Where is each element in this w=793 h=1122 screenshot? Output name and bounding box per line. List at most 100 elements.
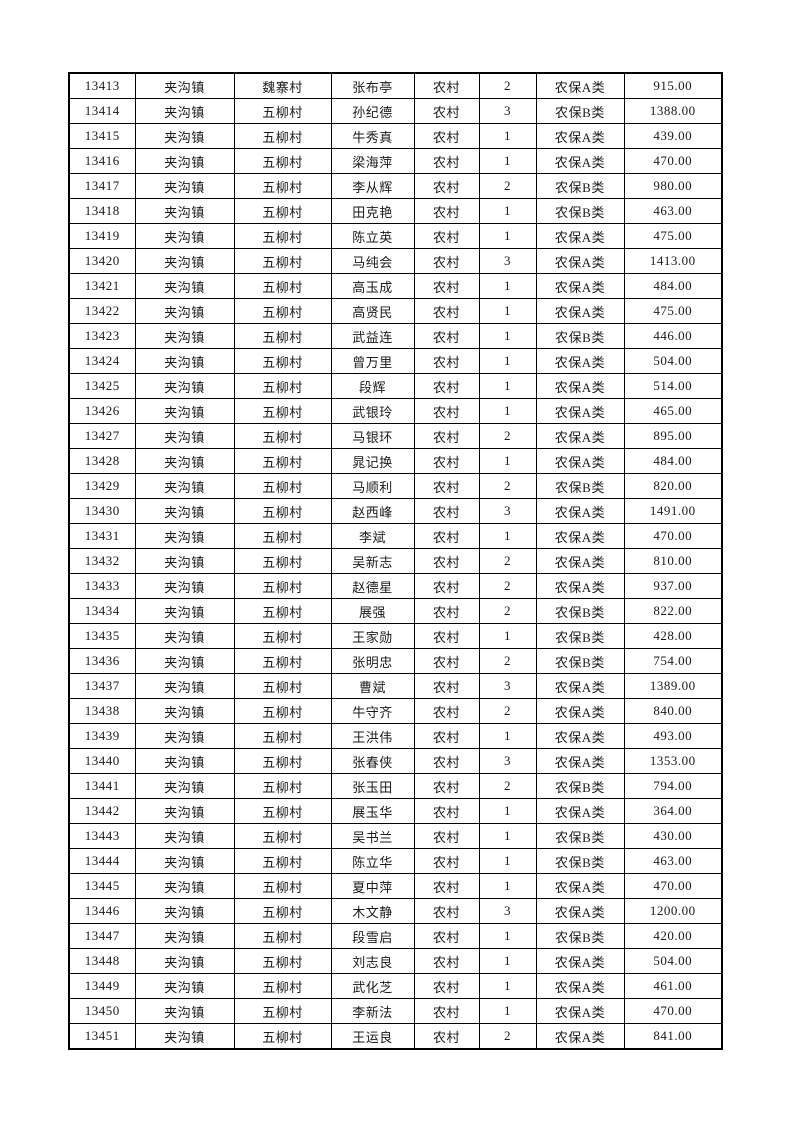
cell-person-name: 展强	[330, 598, 415, 624]
cell-residence-type: 农村	[413, 548, 480, 574]
cell-residence-type: 农村	[413, 273, 480, 299]
cell-headcount: 1	[478, 198, 537, 224]
table-row: 13426 夹沟镇 五柳村 武银玲 农村 1 农保A类 465.00	[68, 398, 723, 424]
cell-record-id: 13426	[68, 398, 136, 424]
cell-person-name: 夏中萍	[330, 873, 415, 899]
cell-headcount: 2	[478, 473, 537, 499]
cell-town: 夹沟镇	[134, 998, 235, 1024]
cell-town: 夹沟镇	[134, 698, 235, 724]
cell-person-name: 张布亭	[330, 72, 415, 99]
cell-village: 五柳村	[233, 598, 332, 624]
table-row: 13439 夹沟镇 五柳村 王洪伟 农村 1 农保A类 493.00	[68, 723, 723, 749]
cell-town: 夹沟镇	[134, 323, 235, 349]
cell-village: 五柳村	[233, 148, 332, 174]
table-row: 13442 夹沟镇 五柳村 展玉华 农村 1 农保A类 364.00	[68, 798, 723, 824]
cell-town: 夹沟镇	[134, 823, 235, 849]
cell-village: 五柳村	[233, 1023, 332, 1050]
cell-record-id: 13445	[68, 873, 136, 899]
cell-person-name: 李从辉	[330, 173, 415, 199]
cell-person-name: 高玉成	[330, 273, 415, 299]
cell-headcount: 1	[478, 998, 537, 1024]
cell-residence-type: 农村	[413, 798, 480, 824]
cell-person-name: 李斌	[330, 523, 415, 549]
cell-insurance-category: 农保A类	[535, 523, 625, 549]
cell-person-name: 李新法	[330, 998, 415, 1024]
cell-town: 夹沟镇	[134, 423, 235, 449]
cell-residence-type: 农村	[413, 923, 480, 949]
cell-person-name: 马纯会	[330, 248, 415, 274]
cell-headcount: 1	[478, 273, 537, 299]
cell-headcount: 3	[478, 498, 537, 524]
cell-record-id: 13428	[68, 448, 136, 474]
table-row: 13421 夹沟镇 五柳村 高玉成 农村 1 农保A类 484.00	[68, 273, 723, 299]
cell-headcount: 1	[478, 823, 537, 849]
cell-town: 夹沟镇	[134, 923, 235, 949]
table-row: 13448 夹沟镇 五柳村 刘志良 农村 1 农保A类 504.00	[68, 948, 723, 974]
cell-record-id: 13438	[68, 698, 136, 724]
cell-insurance-category: 农保A类	[535, 498, 625, 524]
cell-town: 夹沟镇	[134, 373, 235, 399]
cell-person-name: 高贤民	[330, 298, 415, 324]
cell-residence-type: 农村	[413, 648, 480, 674]
cell-village: 五柳村	[233, 573, 332, 599]
cell-person-name: 木文静	[330, 898, 415, 924]
cell-person-name: 牛守齐	[330, 698, 415, 724]
cell-town: 夹沟镇	[134, 1023, 235, 1050]
cell-residence-type: 农村	[413, 448, 480, 474]
cell-residence-type: 农村	[413, 723, 480, 749]
cell-village: 五柳村	[233, 323, 332, 349]
cell-insurance-category: 农保B类	[535, 773, 625, 799]
cell-insurance-category: 农保A类	[535, 698, 625, 724]
table-row: 13414 夹沟镇 五柳村 孙纪德 农村 3 农保B类 1388.00	[68, 98, 723, 124]
cell-headcount: 3	[478, 898, 537, 924]
table-row: 13420 夹沟镇 五柳村 马纯会 农村 3 农保A类 1413.00	[68, 248, 723, 274]
cell-amount: 465.00	[623, 398, 723, 424]
cell-person-name: 吴新志	[330, 548, 415, 574]
cell-insurance-category: 农保A类	[535, 573, 625, 599]
cell-headcount: 1	[478, 523, 537, 549]
cell-town: 夹沟镇	[134, 72, 235, 99]
cell-insurance-category: 农保B类	[535, 598, 625, 624]
cell-headcount: 1	[478, 148, 537, 174]
cell-insurance-category: 农保B类	[535, 198, 625, 224]
cell-headcount: 3	[478, 748, 537, 774]
records-table: 13413 夹沟镇 魏寨村 张布亭 农村 2 农保A类 915.00 13414 夹沟镇 五柳村 孙纪…	[68, 72, 723, 1050]
cell-amount: 1353.00	[623, 748, 723, 774]
cell-record-id: 13420	[68, 248, 136, 274]
cell-record-id: 13419	[68, 223, 136, 249]
cell-headcount: 2	[478, 598, 537, 624]
cell-residence-type: 农村	[413, 623, 480, 649]
cell-residence-type: 农村	[413, 498, 480, 524]
cell-village: 五柳村	[233, 673, 332, 699]
cell-residence-type: 农村	[413, 348, 480, 374]
cell-amount: 1389.00	[623, 673, 723, 699]
cell-village: 五柳村	[233, 723, 332, 749]
cell-village: 五柳村	[233, 773, 332, 799]
cell-record-id: 13439	[68, 723, 136, 749]
cell-headcount: 3	[478, 673, 537, 699]
cell-headcount: 2	[478, 1023, 537, 1050]
cell-insurance-category: 农保A类	[535, 248, 625, 274]
cell-town: 夹沟镇	[134, 448, 235, 474]
table-row: 13447 夹沟镇 五柳村 段雪启 农村 1 农保B类 420.00	[68, 923, 723, 949]
cell-record-id: 13424	[68, 348, 136, 374]
cell-insurance-category: 农保A类	[535, 423, 625, 449]
cell-village: 五柳村	[233, 473, 332, 499]
cell-headcount: 2	[478, 548, 537, 574]
cell-headcount: 2	[478, 173, 537, 199]
cell-headcount: 1	[478, 298, 537, 324]
table-row: 13437 夹沟镇 五柳村 曹斌 农村 3 农保A类 1389.00	[68, 673, 723, 699]
cell-amount: 463.00	[623, 198, 723, 224]
cell-amount: 822.00	[623, 598, 723, 624]
cell-person-name: 展玉华	[330, 798, 415, 824]
cell-person-name: 武益连	[330, 323, 415, 349]
cell-town: 夹沟镇	[134, 223, 235, 249]
table-row: 13422 夹沟镇 五柳村 高贤民 农村 1 农保A类 475.00	[68, 298, 723, 324]
cell-town: 夹沟镇	[134, 348, 235, 374]
cell-amount: 439.00	[623, 123, 723, 149]
cell-amount: 514.00	[623, 373, 723, 399]
cell-person-name: 陈立英	[330, 223, 415, 249]
cell-record-id: 13443	[68, 823, 136, 849]
cell-insurance-category: 农保B类	[535, 823, 625, 849]
cell-insurance-category: 农保A类	[535, 998, 625, 1024]
